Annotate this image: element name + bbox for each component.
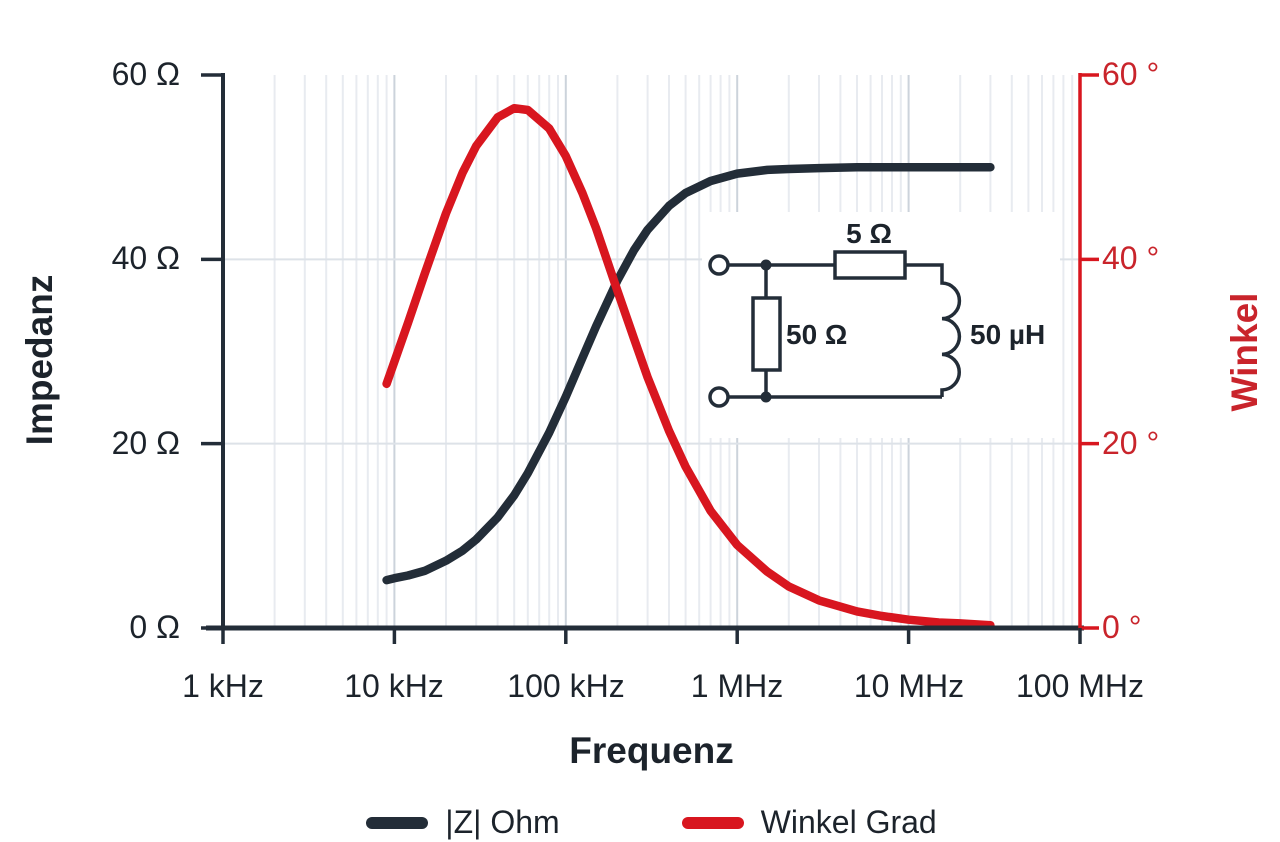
y-left-axis-title: Impedanz (19, 274, 60, 446)
series-resistor-icon (833, 250, 907, 280)
x-tick-100khz: 100 kHz (507, 668, 625, 704)
shunt-resistor-label: 50 Ω (786, 319, 847, 350)
legend-label-impedance: |Z| Ohm (445, 804, 560, 840)
y-left-tick-0: 0 Ω (129, 608, 180, 645)
terminal-bottom-icon (708, 386, 730, 408)
legend-item-angle: Winkel Grad (681, 804, 937, 841)
impedance-line-swatch-icon (366, 816, 429, 829)
inductor-label: 50 µH (970, 319, 1045, 350)
legend-item-impedance: |Z| Ohm (366, 804, 560, 841)
series-resistor-label: 5 Ω (846, 218, 892, 249)
shunt-resistor-icon (751, 296, 782, 372)
angle-curve (382, 103, 995, 630)
y-left-tick-40: 40 Ω (111, 239, 180, 276)
circuit-wiring (708, 250, 962, 408)
terminal-top-icon (708, 254, 730, 276)
axes (201, 73, 1099, 644)
y-left-tick-20: 20 Ω (111, 424, 180, 461)
junction-dot-bottom (760, 391, 772, 403)
angle-line-swatch-icon (681, 816, 744, 829)
x-tick-1khz: 1 kHz (182, 668, 264, 704)
x-tick-100mhz: 100 MHz (1015, 668, 1145, 704)
y-right-tick-0: 0 ° (1102, 608, 1142, 645)
y-right-axis-title: Winkel (1224, 292, 1265, 412)
x-tick-1mhz: 1 MHz (690, 668, 784, 704)
x-tick-10mhz: 10 MHz (853, 668, 965, 704)
junction-dot-top (760, 259, 772, 271)
y-right-tick-40: 40 ° (1102, 239, 1160, 276)
impedance-curve (382, 162, 995, 585)
x-axis-title: Frequenz (569, 730, 734, 771)
legend: |Z| Ohm Winkel Grad (223, 804, 1080, 841)
circuit-inset: 5 Ω 50 Ω 50 µH (702, 212, 1060, 438)
legend-label-angle: Winkel Grad (760, 804, 937, 840)
y-left-tick-60: 60 Ω (111, 55, 180, 92)
inductor-icon (905, 263, 962, 397)
y-right-tick-20: 20 ° (1102, 424, 1160, 461)
y-right-tick-60: 60 ° (1102, 55, 1160, 92)
x-tick-10khz: 10 kHz (344, 668, 444, 704)
